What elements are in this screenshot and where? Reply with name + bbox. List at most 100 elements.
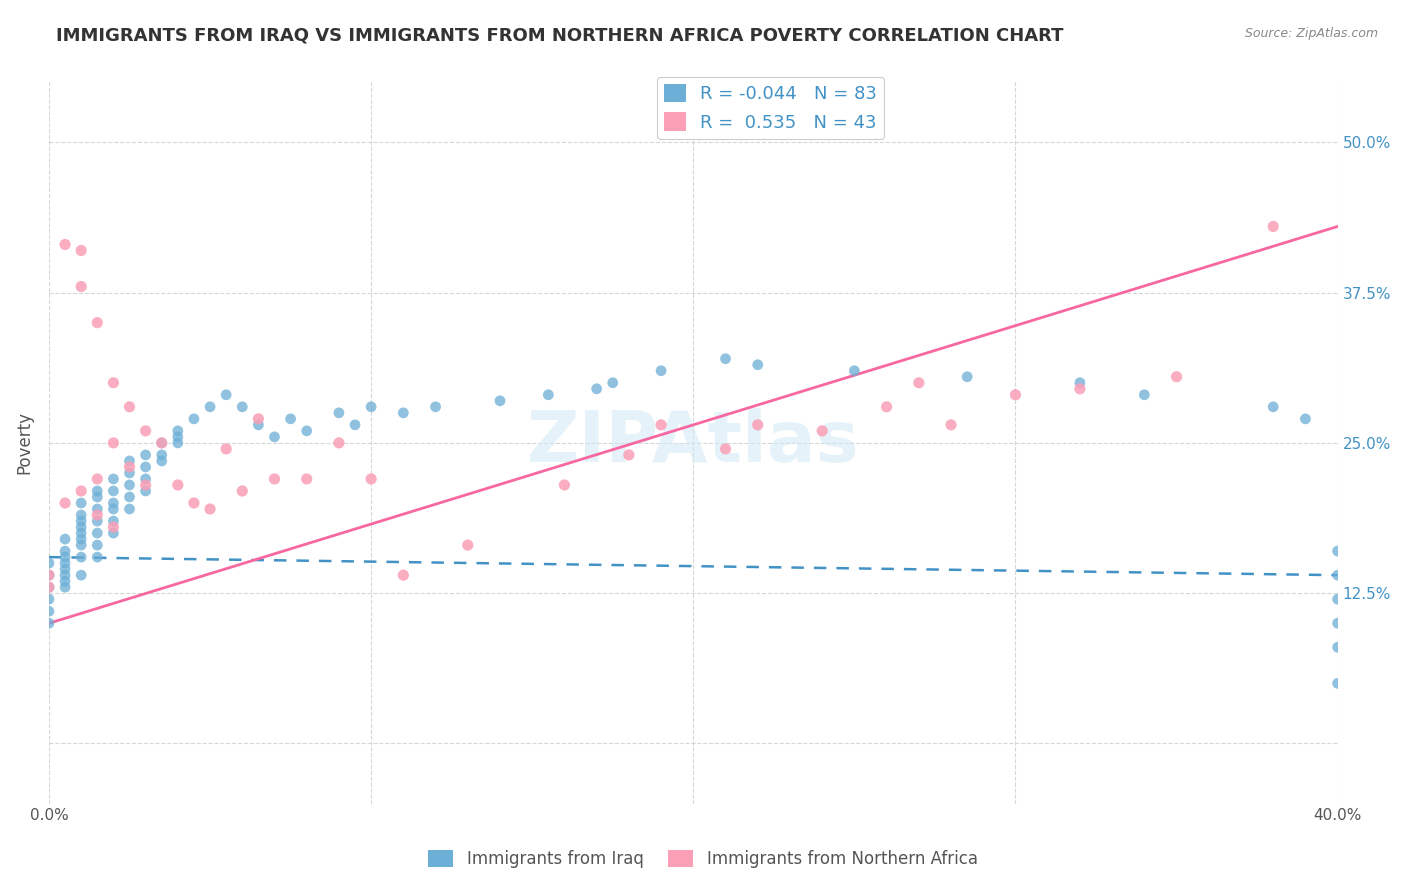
Point (183, 412, 205, 426)
Point (70, 568, 93, 582)
Point (86, 526, 108, 541)
Point (1326, 544, 1348, 558)
Point (150, 436, 173, 450)
Point (1326, 592, 1348, 607)
Point (53, 532, 76, 546)
Point (392, 568, 415, 582)
Point (70, 550, 93, 565)
Point (38, 604, 60, 618)
Point (70, 526, 93, 541)
Point (103, 483, 125, 498)
Point (747, 417, 769, 432)
Point (166, 424, 188, 438)
Point (939, 417, 962, 432)
Point (53, 568, 76, 582)
Point (457, 538, 479, 552)
Point (70, 508, 93, 522)
Point (263, 430, 285, 444)
Point (70, 244, 93, 258)
Point (150, 454, 173, 468)
Point (1326, 676, 1348, 690)
Point (86, 316, 108, 330)
Point (53, 574, 76, 589)
Point (1326, 616, 1348, 631)
Point (118, 478, 141, 492)
Point (344, 417, 367, 432)
Point (263, 472, 285, 486)
Point (1004, 388, 1026, 402)
Point (183, 496, 205, 510)
Point (38, 556, 60, 570)
Point (53, 556, 76, 570)
Point (53, 237, 76, 252)
Point (38, 592, 60, 607)
Point (70, 483, 93, 498)
Point (38, 580, 60, 594)
Point (118, 466, 141, 480)
Point (166, 436, 188, 450)
Point (1263, 400, 1285, 414)
Point (1326, 568, 1348, 582)
Point (747, 358, 769, 372)
Point (714, 442, 737, 456)
Point (328, 406, 350, 420)
Point (585, 382, 607, 396)
Point (135, 459, 157, 474)
Point (135, 483, 157, 498)
Point (38, 568, 60, 582)
Point (714, 351, 737, 366)
Point (103, 514, 125, 528)
Point (328, 436, 350, 450)
Point (103, 502, 125, 516)
Point (215, 442, 238, 456)
Point (150, 436, 173, 450)
Point (215, 388, 238, 402)
Y-axis label: Poverty: Poverty (15, 411, 32, 475)
Legend: Immigrants from Iraq, Immigrants from Northern Africa: Immigrants from Iraq, Immigrants from No… (422, 843, 984, 875)
Legend: R = -0.044   N = 83, R =  0.535   N = 43: R = -0.044 N = 83, R = 0.535 N = 43 (657, 77, 884, 139)
Point (360, 472, 382, 486)
Point (247, 412, 270, 426)
Point (38, 616, 60, 631)
Point (118, 459, 141, 474)
Point (53, 550, 76, 565)
Point (53, 496, 76, 510)
Point (86, 483, 108, 498)
Point (280, 412, 302, 426)
Point (53, 580, 76, 594)
Point (53, 544, 76, 558)
Point (617, 448, 640, 462)
Point (70, 520, 93, 534)
Point (86, 502, 108, 516)
Point (103, 496, 125, 510)
Point (38, 568, 60, 582)
Point (1069, 376, 1091, 390)
Point (247, 417, 270, 432)
Point (956, 369, 979, 384)
Point (166, 430, 188, 444)
Point (166, 478, 188, 492)
Point (811, 424, 834, 438)
Point (392, 406, 415, 420)
Point (53, 562, 76, 576)
Point (103, 520, 125, 534)
Point (70, 514, 93, 528)
Point (844, 364, 866, 378)
Point (103, 376, 125, 390)
Point (1326, 640, 1348, 655)
Point (135, 478, 157, 492)
Point (198, 502, 221, 516)
Text: IMMIGRANTS FROM IRAQ VS IMMIGRANTS FROM NORTHERN AFRICA POVERTY CORRELATION CHAR: IMMIGRANTS FROM IRAQ VS IMMIGRANTS FROM … (56, 27, 1064, 45)
Point (86, 472, 108, 486)
Point (602, 376, 624, 390)
Point (70, 279, 93, 293)
Point (86, 550, 108, 565)
Point (118, 454, 141, 468)
Point (70, 496, 93, 510)
Point (86, 508, 108, 522)
Point (70, 538, 93, 552)
Point (231, 400, 253, 414)
Point (103, 436, 125, 450)
Point (1263, 219, 1285, 234)
Point (650, 364, 672, 378)
